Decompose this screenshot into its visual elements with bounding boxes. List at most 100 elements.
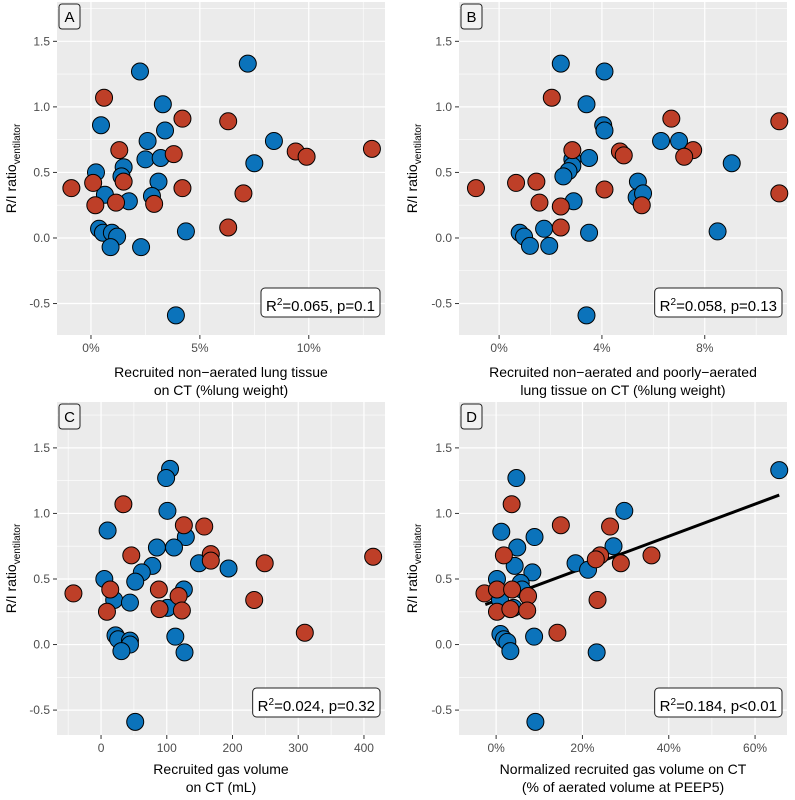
stat-r: R	[660, 698, 671, 715]
x-tick-label: 200	[222, 741, 242, 755]
data-point	[542, 88, 561, 107]
panel-label: A	[64, 9, 74, 26]
x-axis-title-line: on CT (%lung weight)	[154, 382, 288, 398]
data-point	[540, 236, 559, 255]
data-point	[362, 139, 381, 158]
data-point	[122, 546, 141, 565]
data-point	[153, 95, 172, 114]
y-axis-title-sub: ventilator	[413, 123, 424, 164]
data-point	[98, 521, 117, 540]
stat-rest: =0.058, p=0.13	[676, 298, 777, 315]
stat-annotation: R2=0.065, p=0.1	[266, 297, 375, 315]
data-point	[149, 580, 168, 599]
data-point	[505, 556, 524, 575]
data-point	[492, 522, 511, 541]
data-point	[523, 563, 542, 582]
data-point	[520, 236, 539, 255]
data-point	[201, 551, 220, 570]
x-axis-title-line: (% of aerated volume at PEEP5)	[522, 779, 724, 795]
data-point	[652, 131, 671, 150]
stat-annotation: R2=0.184, p<0.01	[660, 697, 777, 715]
y-tick-label: 0.5	[33, 165, 50, 179]
data-point	[114, 172, 133, 191]
data-point	[508, 538, 527, 557]
data-point	[175, 643, 194, 662]
data-point	[527, 172, 546, 191]
x-axis-title-line: lung tissue on CT (%lung weight)	[520, 382, 725, 398]
y-axis-title: R/I ratioventilator	[404, 523, 424, 613]
data-point	[95, 88, 114, 107]
data-point	[147, 538, 166, 557]
y-axis-title-main: R/I ratio	[3, 564, 19, 613]
data-point	[662, 109, 681, 128]
data-point	[150, 600, 169, 619]
data-point	[219, 559, 238, 578]
data-point	[176, 222, 195, 241]
data-point	[126, 572, 145, 591]
data-point	[551, 54, 570, 73]
data-point	[770, 461, 789, 480]
x-tick-label: 5%	[191, 341, 209, 355]
y-axis-title-main: R/I ratio	[404, 164, 420, 213]
x-tick-label: 0%	[487, 741, 505, 755]
panel-d: 0% 20% 40% 60% -0.5 0.0 0.5 1.0 1.5 D R2=0.184, p<…	[404, 402, 789, 795]
data-point	[86, 196, 105, 215]
data-point	[130, 62, 149, 81]
stat-r: R	[266, 298, 277, 315]
stat-r: R	[660, 298, 671, 315]
stat-box	[654, 287, 783, 318]
y-tick-label: 1.0	[435, 100, 452, 114]
data-point	[166, 627, 185, 646]
data-point	[507, 173, 526, 192]
data-point	[632, 196, 651, 215]
y-axis-title-sub: ventilator	[12, 523, 23, 564]
data-point	[110, 141, 129, 160]
y-tick-label: 0.0	[435, 638, 452, 652]
y-tick-label: 0.5	[435, 165, 452, 179]
x-tick-label: 0%	[490, 341, 508, 355]
y-tick-label: 1.5	[33, 34, 50, 48]
y-tick-label: 0.0	[435, 231, 452, 245]
data-point	[611, 554, 630, 573]
x-tick-label: 8%	[696, 341, 714, 355]
data-point	[64, 584, 83, 603]
data-point	[238, 54, 257, 73]
data-point	[577, 95, 596, 114]
data-point	[586, 550, 605, 569]
stat-sup: 2	[671, 297, 677, 308]
stat-sup: 2	[269, 697, 275, 708]
y-axis-title-main: R/I ratio	[3, 164, 19, 213]
x-tick-label: 4%	[593, 341, 611, 355]
x-axis-title-line: Recruited gas volume	[153, 761, 289, 777]
data-point	[114, 495, 133, 514]
data-point	[364, 547, 383, 566]
y-tick-label: 1.5	[435, 34, 452, 48]
data-point	[614, 146, 633, 165]
data-point	[145, 194, 164, 213]
data-point	[525, 528, 544, 547]
data-point	[494, 546, 513, 565]
stat-rest: =0.184, p<0.01	[676, 698, 777, 715]
x-tick-label: 20%	[570, 741, 594, 755]
data-point	[708, 222, 727, 241]
data-point	[219, 112, 238, 131]
panel-label: C	[64, 409, 75, 426]
data-point	[219, 218, 238, 237]
data-point	[525, 627, 544, 646]
y-tick-label: -0.5	[29, 297, 50, 311]
y-tick-label: 1.5	[33, 441, 50, 455]
y-axis-title-sub: ventilator	[413, 523, 424, 564]
data-point	[126, 712, 145, 731]
panel-c: 0 100 200 300 400 -0.5 0.0 0.5 1.0 1.5 C R2=0.024, …	[3, 402, 385, 795]
data-point	[675, 147, 694, 166]
data-point	[466, 179, 485, 198]
data-point	[101, 238, 120, 257]
stat-box	[252, 687, 381, 718]
stat-r: R	[258, 698, 269, 715]
data-point	[615, 501, 634, 520]
data-point	[166, 306, 185, 325]
data-point	[138, 131, 157, 150]
y-tick-label: 1.0	[33, 100, 50, 114]
data-point	[548, 623, 567, 642]
